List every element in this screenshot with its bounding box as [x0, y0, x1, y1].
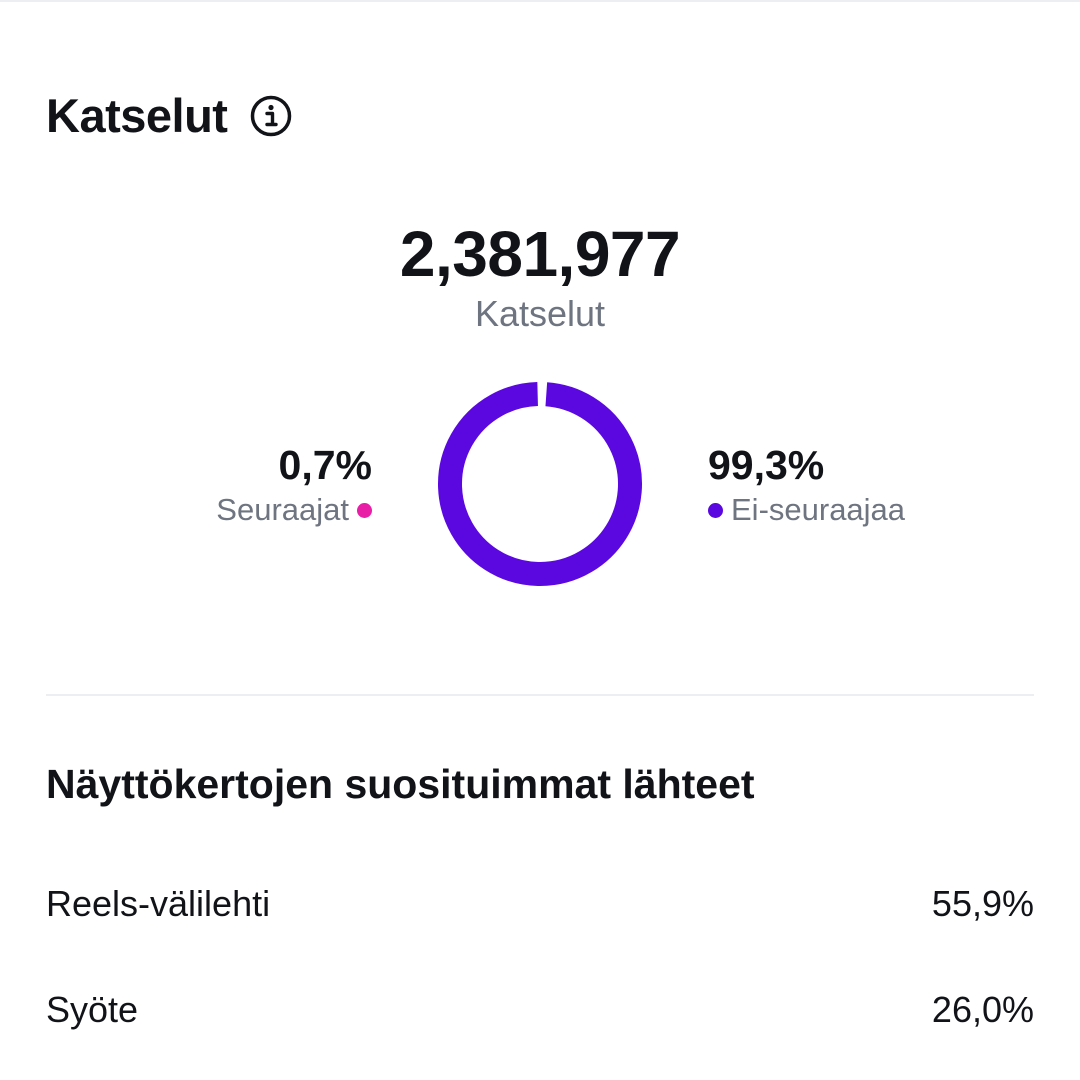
followers-legend: 0,7% Seuraajat	[216, 440, 372, 530]
top-sources-title: Näyttökertojen suosituimmat lähteet	[46, 761, 755, 807]
info-icon[interactable]	[249, 94, 293, 138]
non-followers-percent: 99,3%	[708, 442, 825, 488]
followers-label: Seuraajat	[216, 492, 349, 527]
section-divider	[46, 694, 1034, 696]
source-label: Syöte	[46, 989, 139, 1030]
non-followers-segment	[438, 382, 642, 586]
non-followers-label: Ei-seuraajaa	[731, 492, 906, 527]
source-row: Reels-välilehti 55,9%	[46, 882, 1034, 926]
views-donut-chart	[438, 382, 642, 586]
source-row: Syöte 26,0%	[46, 988, 1034, 1032]
source-value: 26,0%	[931, 989, 1034, 1030]
views-total: 2,381,977	[399, 218, 681, 290]
source-value: 55,9%	[931, 883, 1034, 924]
top-divider	[0, 0, 1080, 2]
followers-dot	[357, 502, 372, 518]
views-header: Katselut	[46, 88, 293, 144]
info-circle-icon	[251, 95, 292, 137]
followers-label-row: Seuraajat	[216, 490, 372, 530]
views-title: Katselut	[46, 89, 228, 142]
followers-percent: 0,7%	[278, 442, 372, 488]
source-label: Reels-välilehti	[46, 883, 271, 924]
non-followers-legend: 99,3% Ei-seuraajaa	[708, 440, 905, 530]
non-followers-label-row: Ei-seuraajaa	[708, 490, 905, 530]
views-total-label: Katselut	[474, 293, 606, 334]
non-followers-dot	[708, 502, 723, 518]
